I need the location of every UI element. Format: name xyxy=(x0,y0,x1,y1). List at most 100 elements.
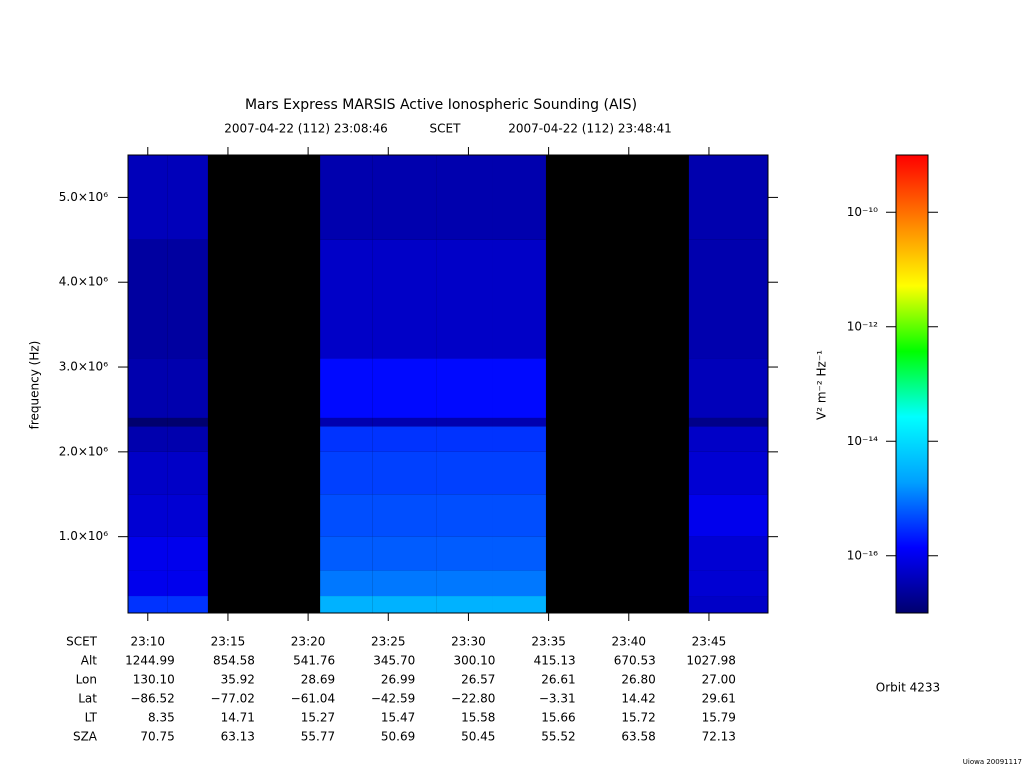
cell xyxy=(688,358,768,418)
subtitle-start: 2007-04-22 (112) 23:08:46 xyxy=(224,122,388,136)
cell xyxy=(372,536,437,571)
cell xyxy=(320,417,373,427)
cell xyxy=(128,358,168,418)
cell xyxy=(167,570,208,597)
orbit: Orbit 4233 xyxy=(876,681,940,695)
cell xyxy=(128,596,168,613)
cell xyxy=(372,155,437,240)
x-tick-label: 23:25 xyxy=(371,635,406,649)
cell xyxy=(128,494,168,537)
ephemeris-value: 8.35 xyxy=(148,711,175,725)
ephemeris-value: 345.70 xyxy=(373,654,415,668)
cell xyxy=(492,239,546,359)
cell xyxy=(320,536,373,571)
cell xyxy=(320,358,373,418)
ephemeris-value: 541.76 xyxy=(293,654,335,668)
ephemeris-value: 27.00 xyxy=(702,673,736,687)
cell xyxy=(167,451,208,495)
subtitle-mid: SCET xyxy=(430,122,462,136)
cell xyxy=(436,570,493,597)
y-tick-label: 2.0×10⁶ xyxy=(59,444,108,458)
ephemeris-value: −61.04 xyxy=(291,692,335,706)
cell xyxy=(492,451,546,495)
ephemeris-value: 29.61 xyxy=(702,692,736,706)
cell xyxy=(436,358,493,418)
ephemeris-value: 14.71 xyxy=(221,711,255,725)
cell xyxy=(320,239,373,359)
ephemeris-value: 55.77 xyxy=(301,730,335,744)
x-axis-label: SCET xyxy=(66,635,98,649)
cell xyxy=(320,155,373,240)
cell xyxy=(492,426,546,452)
cell xyxy=(320,451,373,495)
cell xyxy=(320,596,373,613)
credit: Uiowa 20091117 xyxy=(963,758,1022,766)
y-tick-label: 1.0×10⁶ xyxy=(59,529,108,543)
cell xyxy=(128,417,168,427)
ephemeris-value: 28.69 xyxy=(301,673,335,687)
subtitle-end: 2007-04-22 (112) 23:48:41 xyxy=(508,122,672,136)
y-tick-label: 3.0×10⁶ xyxy=(59,360,108,374)
cell xyxy=(436,426,493,452)
ephemeris-value: 1244.99 xyxy=(125,654,175,668)
cell xyxy=(167,494,208,537)
cell xyxy=(372,239,437,359)
cell xyxy=(128,426,168,452)
colorbar-tick-label: 10⁻¹⁴ xyxy=(847,434,878,448)
cell xyxy=(492,494,546,537)
plot-frame xyxy=(127,154,769,614)
cell xyxy=(688,570,768,597)
ephemeris-value: 854.58 xyxy=(213,654,255,668)
colorbar-tick-label: 10⁻¹⁶ xyxy=(847,548,878,562)
ephemeris-value: −22.80 xyxy=(451,692,495,706)
cell xyxy=(167,596,208,613)
cell xyxy=(320,570,373,597)
ephemeris-value: 55.52 xyxy=(541,730,575,744)
ephemeris-value: 15.27 xyxy=(301,711,335,725)
cell xyxy=(167,239,208,359)
cell xyxy=(492,155,546,240)
cell xyxy=(436,596,493,613)
ephemeris-value: 26.99 xyxy=(381,673,415,687)
ephemeris-value: 15.47 xyxy=(381,711,415,725)
cell xyxy=(492,417,546,427)
ephemeris-value: 26.61 xyxy=(541,673,575,687)
cell xyxy=(436,451,493,495)
cell xyxy=(372,494,437,537)
cell xyxy=(372,426,437,452)
cell xyxy=(436,494,493,537)
x-tick-label: 23:45 xyxy=(692,635,727,649)
ephemeris-value: 72.13 xyxy=(702,730,736,744)
chart-title: Mars Express MARSIS Active Ionospheric S… xyxy=(245,97,637,113)
ephemeris-value: 15.79 xyxy=(702,711,736,725)
ephemeris-value: 26.80 xyxy=(621,673,655,687)
cell xyxy=(128,239,168,359)
cell xyxy=(167,536,208,571)
x-tick-label: 23:15 xyxy=(211,635,246,649)
ephemeris-value: −3.31 xyxy=(539,692,576,706)
x-tick-label: 23:30 xyxy=(451,635,486,649)
cell xyxy=(492,536,546,571)
ephemeris-value: 15.58 xyxy=(461,711,495,725)
cell xyxy=(372,596,437,613)
cell xyxy=(436,417,493,427)
cell xyxy=(688,426,768,452)
ephemeris-label: Alt xyxy=(81,654,98,668)
ephemeris-value: −42.59 xyxy=(371,692,415,706)
ephemeris-value: 300.10 xyxy=(453,654,495,668)
ephemeris-value: 1027.98 xyxy=(686,654,736,668)
cell xyxy=(128,155,168,240)
ephemeris-value: 70.75 xyxy=(140,730,174,744)
cell xyxy=(492,596,546,613)
cell xyxy=(688,451,768,495)
colorbar-tick-label: 10⁻¹² xyxy=(847,319,878,333)
y-tick-label: 4.0×10⁶ xyxy=(59,275,108,289)
y-axis-label: frequency (Hz) xyxy=(28,341,42,430)
colorbar-label: V² m⁻² Hz⁻¹ xyxy=(815,350,829,420)
cell xyxy=(492,358,546,418)
ephemeris-label: SZA xyxy=(73,730,98,744)
ephemeris-value: 63.58 xyxy=(621,730,655,744)
cell xyxy=(372,451,437,495)
ephemeris-value: 130.10 xyxy=(133,673,175,687)
